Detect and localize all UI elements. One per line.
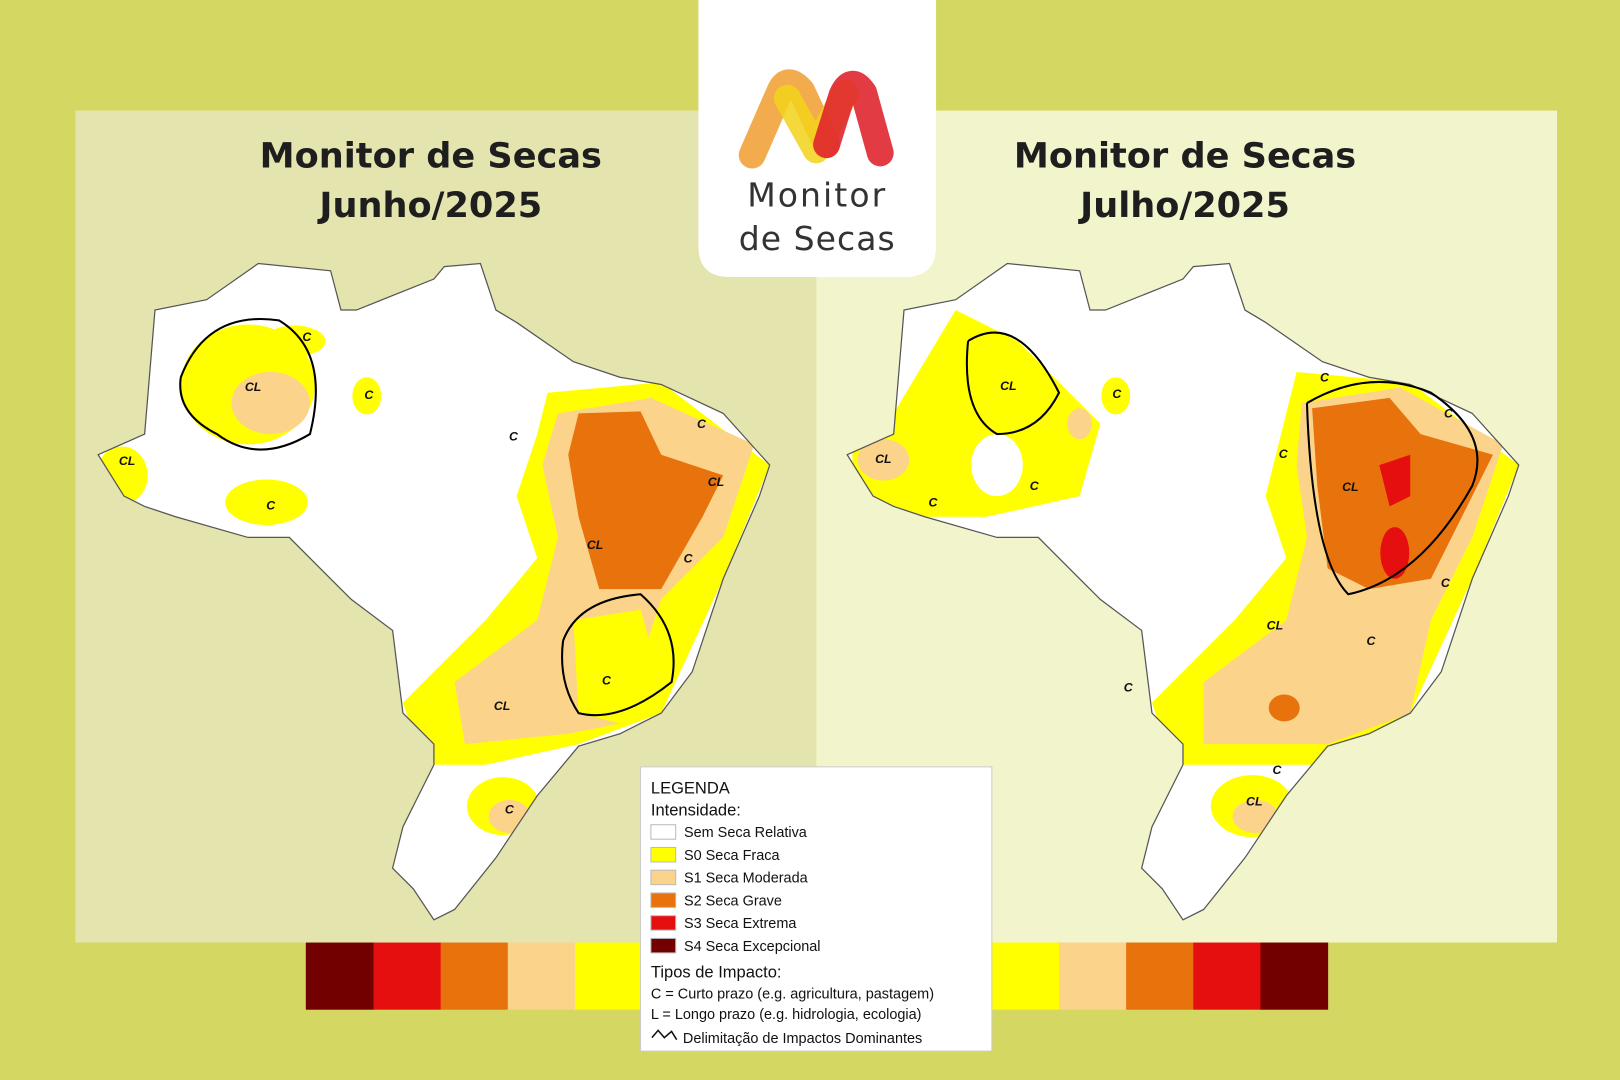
legend-impact: L = Longo prazo (e.g. hidrologia, ecolog… bbox=[651, 1007, 922, 1023]
legend-swatch bbox=[650, 824, 677, 840]
impact-label: C bbox=[1112, 387, 1122, 401]
map-june bbox=[97, 262, 771, 921]
legend-label: S2 Seca Grave bbox=[684, 893, 782, 909]
impact-label: CL bbox=[708, 475, 724, 489]
impact-label: C bbox=[928, 496, 938, 510]
legend-impact: C = Curto prazo (e.g. agricultura, pasta… bbox=[651, 986, 934, 1002]
color-swatch bbox=[440, 942, 508, 1010]
impact-label: CL bbox=[875, 452, 891, 466]
legend-label: S3 Seca Extrema bbox=[684, 916, 797, 932]
color-swatch bbox=[305, 942, 374, 1010]
impact-label: C bbox=[1030, 479, 1040, 493]
legend-label: S4 Seca Excepcional bbox=[684, 939, 821, 955]
legend-swatch bbox=[650, 937, 677, 954]
impact-label: C bbox=[1273, 763, 1283, 777]
impact-label: CL bbox=[1267, 619, 1283, 633]
logo: Monitor de Secas bbox=[698, 0, 937, 277]
impact-label: C bbox=[1444, 407, 1454, 421]
color-swatch bbox=[1126, 942, 1194, 1010]
map-july bbox=[846, 262, 1520, 921]
impact-label: C bbox=[1124, 681, 1134, 695]
color-swatch bbox=[1058, 942, 1127, 1010]
logo-line1: Monitor bbox=[747, 176, 887, 215]
impact-label: CL bbox=[1342, 480, 1358, 494]
impact-label: C bbox=[602, 673, 612, 687]
impact-label: CL bbox=[587, 538, 603, 552]
color-swatch bbox=[1260, 942, 1329, 1010]
color-swatch bbox=[1193, 942, 1261, 1010]
legend-impact: Delimitação de Impactos Dominantes bbox=[683, 1031, 922, 1047]
title-line2: Junho/2025 bbox=[317, 185, 542, 226]
impact-label: C bbox=[684, 551, 694, 565]
impact-label: C bbox=[1320, 371, 1330, 385]
logo-line2: de Secas bbox=[739, 219, 896, 258]
color-swatch bbox=[507, 942, 575, 1010]
map-labels: CL C C CL C C C CL CL C C CL C CL C CL C… bbox=[119, 330, 1454, 816]
impact-label: C bbox=[505, 803, 515, 817]
title-line2: Julho/2025 bbox=[1078, 185, 1290, 226]
legend-title: LEGENDA bbox=[651, 779, 730, 798]
title-line1: Monitor de Secas bbox=[1014, 135, 1356, 176]
legend-subtitle: Tipos de Impacto: bbox=[651, 963, 782, 982]
color-swatch bbox=[991, 942, 1060, 1010]
impact-label: CL bbox=[494, 699, 510, 713]
legend-swatch bbox=[650, 915, 677, 931]
impact-label: C bbox=[364, 388, 374, 402]
legend-label: S0 Seca Fraca bbox=[684, 848, 781, 864]
legend-label: S1 Seca Moderada bbox=[684, 871, 809, 887]
legend-swatch bbox=[650, 869, 677, 886]
impact-label: C bbox=[302, 330, 312, 344]
impact-label: C bbox=[266, 499, 276, 513]
legend-swatch bbox=[650, 892, 677, 908]
legend-label: Sem Seca Relativa bbox=[684, 825, 808, 841]
impact-label: C bbox=[509, 429, 519, 443]
impact-label: C bbox=[1367, 634, 1377, 648]
color-swatch bbox=[372, 942, 441, 1010]
legend-subtitle: Intensidade: bbox=[651, 800, 741, 819]
impact-label: C bbox=[1441, 576, 1451, 590]
impact-label: CL bbox=[119, 454, 135, 468]
legend: LEGENDA Intensidade: Tipos de Impacto: C… bbox=[640, 766, 993, 1052]
impact-label: C bbox=[1279, 447, 1289, 461]
impact-label: CL bbox=[1246, 794, 1262, 808]
color-bar bbox=[305, 942, 1329, 1010]
legend-swatch bbox=[650, 846, 677, 863]
impact-label: CL bbox=[245, 380, 261, 394]
impact-label: CL bbox=[1000, 379, 1016, 393]
color-swatch bbox=[574, 942, 643, 1010]
title-line1: Monitor de Secas bbox=[260, 135, 602, 176]
impact-label: C bbox=[697, 417, 707, 431]
